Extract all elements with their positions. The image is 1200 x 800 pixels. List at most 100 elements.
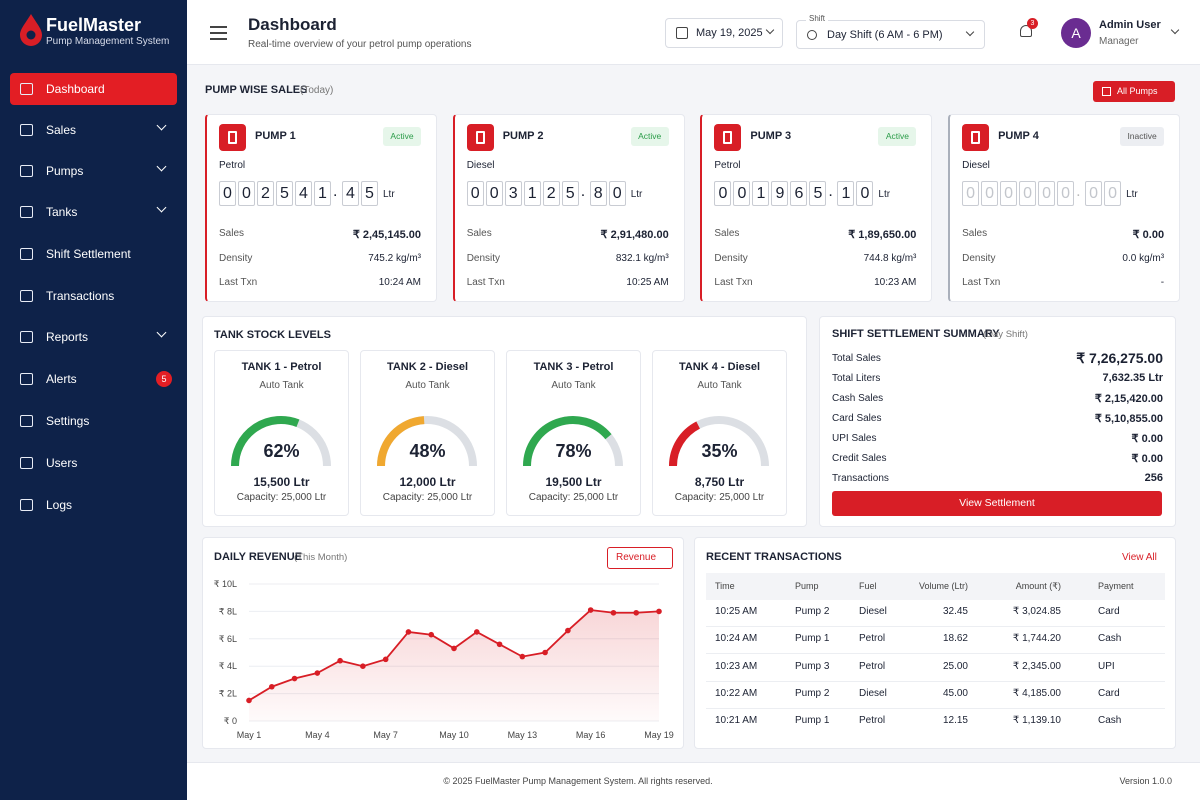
cell: ₹ 4,185.00 [1012, 687, 1061, 699]
summary-label: Credit Sales [832, 453, 887, 464]
meter-digit: 0 [219, 181, 236, 206]
meter-digit: 0 [1000, 181, 1018, 206]
cell: 10:21 AM [715, 715, 758, 727]
row-divider [706, 653, 1165, 655]
nav-icon [20, 415, 33, 427]
y-tick-label: ₹ 10L [214, 579, 237, 589]
nav-item[interactable]: Settings [10, 405, 177, 437]
view-settlement-button[interactable]: View Settlement [832, 491, 1162, 516]
point [473, 629, 480, 635]
drop [20, 14, 42, 46]
gauge-fill [231, 416, 300, 467]
nav-item[interactable]: Tanks [10, 196, 177, 228]
cell: Diesel [859, 687, 887, 699]
nav-item[interactable]: Users [10, 447, 177, 479]
nav-label: Dashboard [46, 82, 105, 96]
row-label: Last Txn [962, 277, 1001, 288]
meter-dot: . [580, 183, 586, 200]
row-label: Last Txn [714, 277, 753, 288]
cell: Pump 1 [795, 633, 830, 645]
meter-digit: 5 [361, 181, 378, 206]
x-tick-label: May 16 [576, 730, 606, 740]
row-value: 0.0 kg/m³ [1122, 252, 1165, 264]
section-qualifier: (Today) [300, 85, 334, 96]
chart-subtitle: (This Month) [294, 552, 348, 563]
meter-digit: 0 [485, 181, 503, 206]
point [291, 675, 298, 682]
nav-item[interactable]: Shift Settlement [10, 238, 177, 270]
nav-item[interactable]: Alerts 5 [10, 363, 177, 395]
view-all-link[interactable]: View All [1122, 552, 1157, 563]
fuel: Diesel [466, 160, 495, 171]
shift-picker[interactable]: Day Shift (6 AM - 6 PM) [796, 20, 985, 49]
cell: Card [1098, 687, 1120, 699]
row-value: 744.8 kg/m³ [863, 252, 917, 264]
gauge [523, 416, 623, 467]
nav-item[interactable]: Dashboard [10, 73, 177, 105]
pump-name: PUMP 4 [998, 130, 1039, 142]
row-label: Last Txn [466, 277, 505, 288]
cell: Pump 2 [795, 606, 830, 617]
summary-value: ₹ 0.00 [1131, 453, 1163, 465]
row-label: Last Txn [219, 277, 258, 288]
x-tick-label: May 19 [644, 730, 674, 740]
cell: ₹ 3,024.85 [1012, 606, 1061, 617]
area [249, 610, 659, 721]
chevron [156, 161, 167, 172]
pump-icon [466, 124, 494, 151]
y-tick-label: ₹ 8L [219, 606, 237, 616]
bell-icon[interactable] [1020, 25, 1032, 37]
meter-digit: 0 [238, 181, 255, 206]
point [246, 697, 252, 704]
avatar: A [1061, 18, 1091, 48]
nav-label: Sales [46, 123, 77, 137]
all-pumps-button[interactable]: All Pumps [1093, 81, 1175, 102]
meter-digit: 0 [856, 181, 874, 206]
table-header [706, 573, 1165, 600]
shift-caption: Shift [806, 14, 829, 23]
nav-item[interactable]: Transactions [10, 280, 177, 312]
nav-item[interactable]: Reports [10, 321, 177, 353]
nav-item[interactable]: Sales [10, 114, 177, 146]
meter-digit: 1 [523, 181, 541, 206]
nav-item[interactable]: Logs [10, 489, 177, 521]
gauge-percent: 48% [409, 441, 446, 461]
row-value: 10:25 AM [626, 277, 669, 288]
tank-capacity: Capacity: 25,000 Ltr [236, 492, 327, 503]
tank-panel: TANK STOCK LEVELS TANK 1 - Petrol Auto Tan… [202, 316, 807, 527]
meter-digit: 4 [295, 181, 312, 206]
transactions-panel: RECENT TRANSACTIONS View All Time Pump Fuel V… [694, 537, 1176, 749]
row-value: 832.1 kg/m³ [615, 252, 669, 264]
summary-value: 7,632.35 Ltr [1102, 372, 1163, 384]
nav-label: Pumps [46, 164, 84, 178]
revenue-dropdown[interactable]: Revenue [607, 547, 673, 569]
nav-item[interactable]: Pumps [10, 155, 177, 187]
user-role: Manager [1099, 36, 1139, 47]
shift-panel: SHIFT SETTLEMENT SUMMARY (Day Shift) Total… [819, 316, 1176, 527]
cell: 32.45 [942, 606, 968, 617]
column-header: Amount (₹) [1015, 581, 1061, 591]
shift: Day Shift (6 AM - 6 PM) [827, 29, 943, 41]
tank-card: TANK 1 - Petrol Auto Tank 62% 15,500 Ltr Cap… [214, 350, 349, 516]
y-tick-label: ₹ 0 [224, 716, 237, 726]
tank-level: 15,500 Ltr [253, 475, 310, 489]
meter-dot: . [1076, 183, 1081, 200]
cell: 45.00 [942, 687, 968, 699]
meter-digit: 0 [981, 181, 999, 206]
section-qualifier: (Day Shift) [983, 329, 1028, 340]
row-value: ₹ 2,91,480.00 [600, 229, 669, 241]
point [587, 607, 594, 613]
tank-name: TANK 2 - Diesel [386, 361, 469, 373]
meter-digit: 2 [257, 181, 274, 206]
chevron [156, 202, 167, 213]
tank-capacity: Capacity: 25,000 Ltr [528, 492, 619, 503]
tank-card: TANK 2 - Diesel Auto Tank 48% 12,000 Ltr Cap… [360, 350, 495, 516]
fuel: Petrol [219, 160, 246, 171]
row-divider [706, 626, 1165, 627]
gauge [377, 416, 477, 467]
summary-label: Card Sales [832, 413, 882, 424]
cell: 10:25 AM [715, 606, 758, 617]
pump-card: PUMP 1 Active Petrol 0 0 2 5 4 1. 4 5 Ltr Sales ₹ 2,4… [205, 114, 437, 302]
cell: Diesel [859, 606, 887, 617]
date-picker[interactable]: May 19, 2025 [665, 18, 783, 48]
